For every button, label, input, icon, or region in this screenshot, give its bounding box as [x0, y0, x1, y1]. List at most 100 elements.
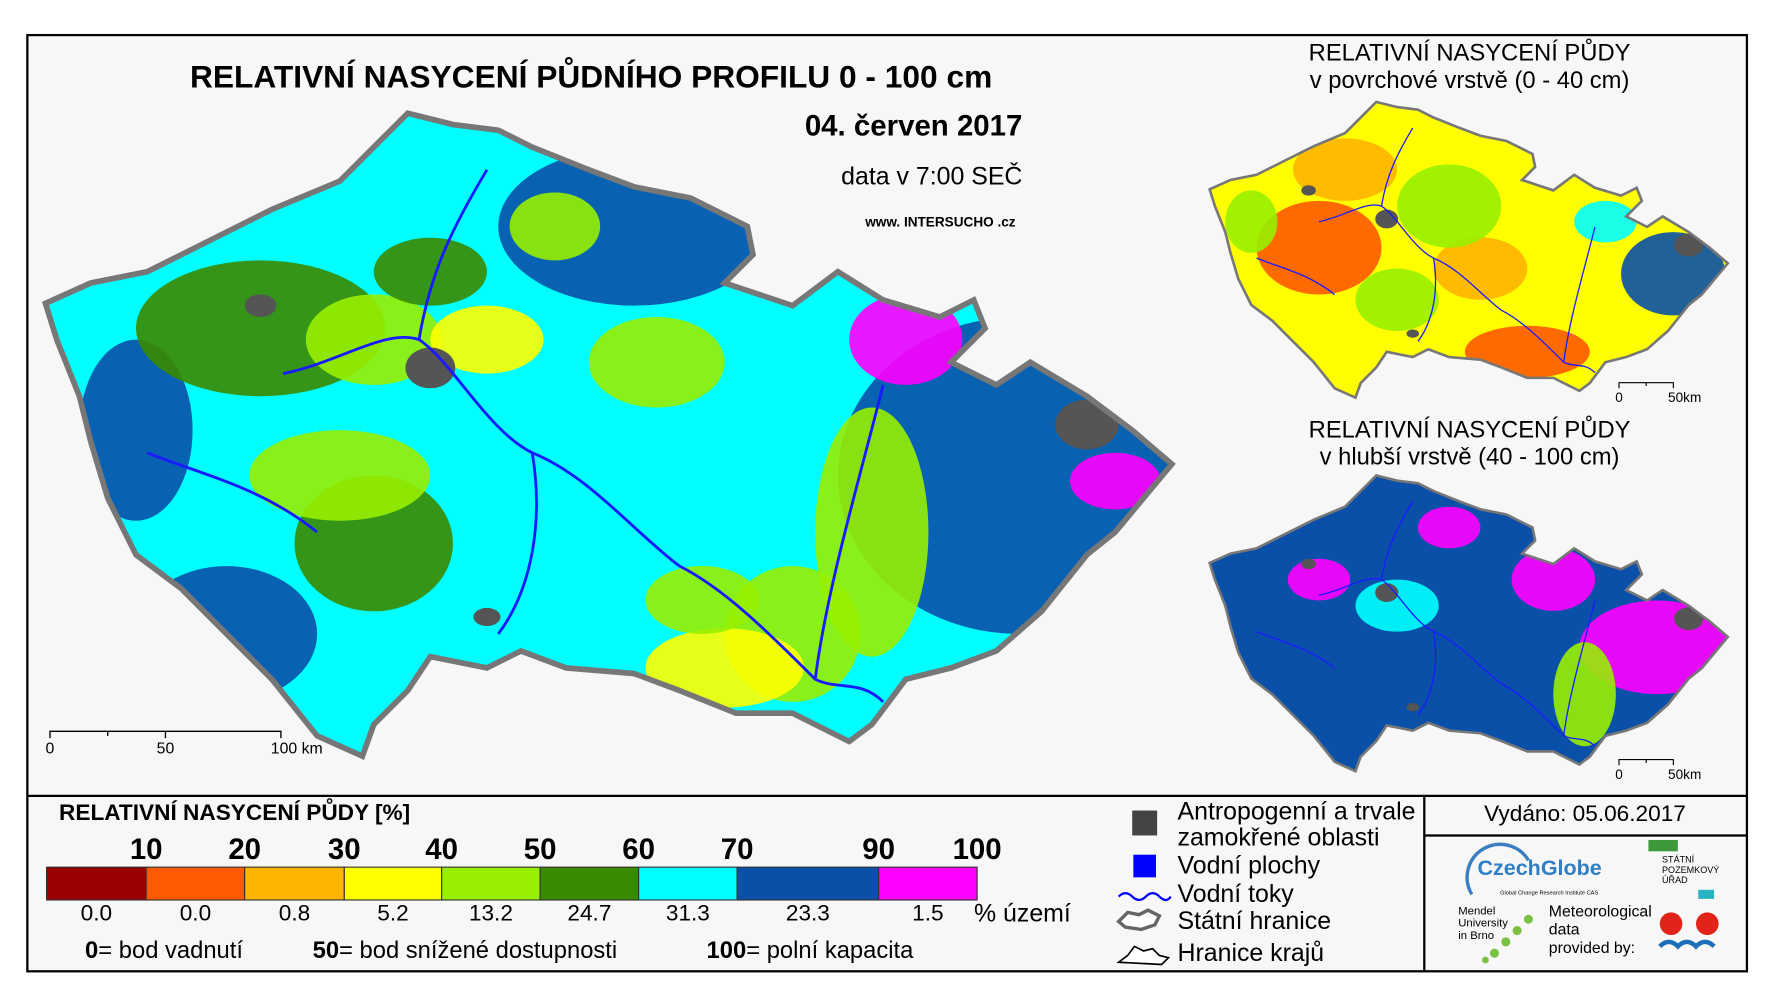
- legend-share: 5.2: [377, 901, 408, 926]
- logo-subtext: Global Change Research Institute CAS: [1500, 891, 1598, 897]
- map-river: [1380, 501, 1414, 580]
- legend-swatch: [638, 866, 738, 901]
- map-title: RELATIVNÍ NASYCENÍ PŮDNÍHO PROFILU 0 - 1…: [190, 57, 992, 95]
- legend-swatch: [736, 866, 880, 901]
- legend-swatch: [539, 866, 640, 901]
- symbol-label: zamokřené oblasti: [1178, 823, 1380, 851]
- map-anthropogenic: [1301, 185, 1316, 196]
- map-anthropogenic: [1301, 558, 1316, 570]
- legend-bar: 0.0 0.0 0.8 5.2 13.2 24.7 31.3 23.3 1.5 10 20 30 40 5…: [46, 833, 1002, 926]
- logo-spu: [1698, 889, 1715, 899]
- map-zone: [509, 192, 601, 261]
- inset-title: RELATIVNÍ NASYCENÍ PŮDY: [1309, 415, 1631, 444]
- map-anthropogenic: [1375, 583, 1399, 603]
- symbol-river: [1117, 892, 1172, 902]
- symbol-state-border: [1116, 908, 1162, 932]
- legend-threshold: 60: [622, 833, 655, 866]
- legend-unit: % území: [974, 899, 1071, 927]
- logo-spu-text: STÁTNÍ: [1662, 855, 1695, 865]
- legend-swatch: [441, 866, 541, 901]
- map-zone: [645, 628, 804, 708]
- scale-bar: [1618, 382, 1674, 389]
- logo-meteo-text: provided by:: [1549, 940, 1635, 957]
- map-zone: [1553, 642, 1616, 747]
- map-river: [813, 384, 885, 680]
- logo-meteo-text: data: [1549, 922, 1580, 939]
- legend-swatch: [878, 866, 978, 901]
- legend-share: 0.0: [180, 901, 211, 926]
- legend-share: 1.5: [912, 901, 943, 926]
- scale-label: 50km: [1668, 767, 1701, 782]
- logo-chmi: [1658, 912, 1719, 950]
- map-river: [1318, 577, 1502, 685]
- legend-share: 0.8: [279, 901, 310, 926]
- legend-share: 0.0: [81, 901, 112, 926]
- map-anthropogenic: [1406, 329, 1419, 338]
- scale-label: 0: [1615, 390, 1623, 405]
- data-time: data v 7:00 SEČ: [841, 161, 1022, 190]
- definition-text: = bod vadnutí: [98, 937, 243, 964]
- definition: 0= bod vadnutí: [85, 937, 243, 964]
- symbol-label: Vodní toky: [1178, 880, 1295, 908]
- map-river: [1563, 226, 1596, 363]
- map-zone: [1355, 579, 1439, 632]
- logo-czechglobe: CzechGlobe: [1477, 856, 1601, 880]
- scale-bar: [1618, 759, 1674, 766]
- map-river: [417, 169, 489, 340]
- logo-meteo-text: Meteorological: [1549, 904, 1652, 921]
- logo-spu-text: ÚŘAD: [1662, 875, 1688, 885]
- map-river: [282, 335, 681, 568]
- map-river: [1256, 631, 1336, 669]
- map-anthropogenic: [1375, 209, 1399, 229]
- issued-date: Vydáno: 05.06.2017: [1484, 801, 1686, 826]
- scale-label: 0: [1615, 767, 1623, 782]
- map-zone: [1417, 506, 1481, 549]
- legend-title: RELATIVNÍ NASYCENÍ PŮDY [%]: [59, 797, 410, 825]
- scale-bar: [49, 730, 282, 739]
- logo-spu: [1648, 839, 1678, 852]
- definition-value: 50: [313, 937, 339, 964]
- legend-swatch: [343, 866, 443, 901]
- definition-value: 0: [85, 937, 98, 964]
- map-date: 04. červen 2017: [805, 110, 1023, 143]
- map-river: [1380, 127, 1414, 207]
- symbol-label: Antropogenní a trvale: [1178, 797, 1416, 825]
- map-zone: [1433, 237, 1528, 300]
- definition-text: = polní kapacita: [746, 937, 914, 964]
- legend-share: 13.2: [469, 901, 513, 926]
- map-zone: [588, 316, 725, 408]
- map-anthropogenic: [1055, 399, 1119, 450]
- map-anthropogenic: [1406, 703, 1419, 712]
- legend-swatch: [46, 866, 147, 901]
- definition-text: = bod snížené dostupnosti: [339, 937, 617, 964]
- map-zone: [373, 237, 487, 306]
- map-river: [1417, 631, 1437, 716]
- symbol-water-body: [1133, 854, 1156, 878]
- legend-threshold: 20: [228, 833, 261, 866]
- inset-subtitle: v povrchové vrstvě (0 - 40 cm): [1310, 67, 1630, 94]
- map-zone: [645, 566, 759, 634]
- map-zone: [1287, 558, 1351, 601]
- legend-share: 23.3: [786, 901, 830, 926]
- legend-threshold: 100: [953, 833, 1002, 866]
- scale-label: 0: [46, 741, 55, 758]
- legend-threshold: 90: [862, 833, 895, 866]
- map-river: [497, 452, 538, 635]
- map-anthropogenic: [244, 294, 277, 317]
- inset-title: RELATIVNÍ NASYCENÍ PŮDY: [1309, 38, 1631, 67]
- logo-mendel-text: in Brno: [1458, 930, 1494, 942]
- definition: 50= bod snížené dostupnosti: [313, 937, 618, 964]
- legend-share: 31.3: [666, 901, 710, 926]
- map-river: [678, 564, 885, 703]
- definition: 100= polní kapacita: [707, 937, 915, 964]
- logo-mendel-text: University: [1458, 918, 1508, 930]
- map-zone: [1225, 190, 1278, 253]
- map-river: [1318, 204, 1502, 311]
- legend-swatch: [244, 866, 345, 901]
- map-anthropogenic: [1674, 607, 1704, 631]
- legend-threshold: 10: [130, 833, 163, 866]
- definition-value: 100: [707, 937, 747, 964]
- symbol-label: Hranice krajů: [1178, 939, 1325, 967]
